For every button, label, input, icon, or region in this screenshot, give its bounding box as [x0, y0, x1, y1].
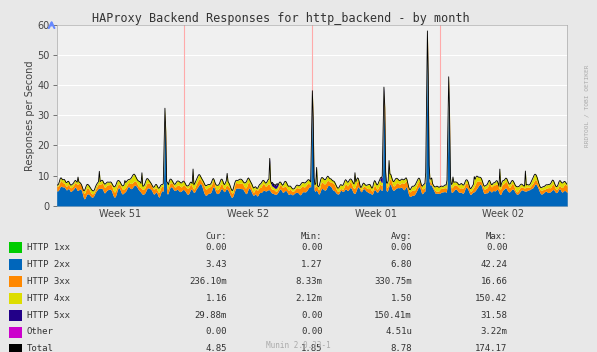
Text: 16.66: 16.66 [481, 277, 507, 286]
Text: Other: Other [27, 327, 54, 337]
Text: 8.33m: 8.33m [296, 277, 322, 286]
Text: 0.00: 0.00 [486, 243, 507, 252]
Text: 0.00: 0.00 [205, 243, 227, 252]
Text: 330.75m: 330.75m [374, 277, 412, 286]
Text: 0.00: 0.00 [390, 243, 412, 252]
Text: 1.16: 1.16 [205, 294, 227, 303]
Text: HTTP 2xx: HTTP 2xx [27, 260, 70, 269]
Text: 1.50: 1.50 [390, 294, 412, 303]
Text: 150.42: 150.42 [475, 294, 507, 303]
Text: 3.22m: 3.22m [481, 327, 507, 337]
Text: 1.27: 1.27 [301, 260, 322, 269]
Text: 6.80: 6.80 [390, 260, 412, 269]
Text: 0.00: 0.00 [301, 310, 322, 320]
Text: 0.00: 0.00 [205, 327, 227, 337]
Text: HTTP 5xx: HTTP 5xx [27, 310, 70, 320]
Text: HAProxy Backend Responses for http_backend - by month: HAProxy Backend Responses for http_backe… [92, 12, 469, 25]
Text: Min:: Min: [301, 232, 322, 241]
Text: 8.78: 8.78 [390, 344, 412, 352]
Text: Munin 2.0.33-1: Munin 2.0.33-1 [266, 341, 331, 350]
Text: 29.88m: 29.88m [195, 310, 227, 320]
Y-axis label: Responses per Second: Responses per Second [24, 60, 35, 170]
Text: HTTP 1xx: HTTP 1xx [27, 243, 70, 252]
Text: 1.85: 1.85 [301, 344, 322, 352]
Text: Total: Total [27, 344, 54, 352]
Text: HTTP 3xx: HTTP 3xx [27, 277, 70, 286]
Text: 42.24: 42.24 [481, 260, 507, 269]
Text: RRDTOOL / TOBI OETIKER: RRDTOOL / TOBI OETIKER [585, 64, 590, 147]
Text: HTTP 4xx: HTTP 4xx [27, 294, 70, 303]
Text: 236.10m: 236.10m [189, 277, 227, 286]
Text: 2.12m: 2.12m [296, 294, 322, 303]
Text: 4.85: 4.85 [205, 344, 227, 352]
Text: Max:: Max: [486, 232, 507, 241]
Text: 31.58: 31.58 [481, 310, 507, 320]
Text: Avg:: Avg: [390, 232, 412, 241]
Text: 3.43: 3.43 [205, 260, 227, 269]
Text: 174.17: 174.17 [475, 344, 507, 352]
Text: 4.51u: 4.51u [385, 327, 412, 337]
Text: Cur:: Cur: [205, 232, 227, 241]
Text: 0.00: 0.00 [301, 327, 322, 337]
Text: 0.00: 0.00 [301, 243, 322, 252]
Text: 150.41m: 150.41m [374, 310, 412, 320]
